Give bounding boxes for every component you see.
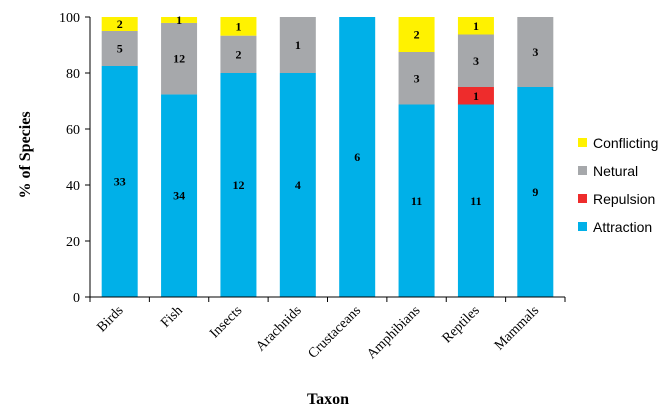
legend-swatch-attraction	[578, 222, 587, 231]
y-tick-label-100: 100	[59, 11, 80, 26]
legend-label-conflicting: Conflicting	[593, 135, 658, 151]
legend-swatch-repulsion	[578, 194, 587, 203]
x-tick-label-fish: Fish	[158, 303, 186, 331]
bar-crustaceans-attraction	[339, 17, 376, 297]
legend-swatch-conflicting	[578, 138, 587, 147]
data-label-amphibians-attraction: 11	[411, 194, 422, 208]
bar-insects-attraction	[220, 73, 257, 297]
x-tick-label-arachnids: Arachnids	[253, 303, 304, 354]
bar-insects-conflicting	[220, 17, 257, 36]
bar-reptiles-attraction	[457, 104, 494, 297]
data-label-mammals-netural: 3	[532, 45, 538, 59]
data-label-arachnids-netural: 1	[295, 38, 301, 52]
y-axis-title: % of Species	[17, 111, 34, 198]
data-label-arachnids-attraction: 4	[295, 178, 301, 192]
x-tick-label-reptiles: Reptiles	[440, 303, 483, 346]
legend: Conflicting Netural Repulsion Attraction	[578, 135, 658, 235]
data-label-insects-attraction: 12	[232, 178, 244, 192]
y-tick-label-0: 0	[73, 291, 80, 306]
data-label-fish-conflicting: 1	[176, 13, 182, 27]
data-label-crustaceans-attraction: 6	[354, 150, 360, 164]
data-label-insects-conflicting: 1	[235, 19, 241, 33]
x-tick-label-mammals: Mammals	[492, 303, 542, 353]
bar-birds-conflicting	[101, 17, 138, 31]
x-axis: Birds Fish Insects Arachnids Crustaceans Amph…	[89, 296, 566, 362]
data-label-reptiles-attraction: 11	[470, 194, 481, 208]
y-tick-label-80: 80	[66, 67, 80, 82]
x-tick-label-birds: Birds	[94, 303, 126, 335]
data-label-fish-attraction: 34	[173, 189, 185, 203]
data-label-reptiles-netural: 3	[473, 54, 479, 68]
data-label-fish-netural: 12	[173, 52, 185, 66]
bar-arachnids-netural	[279, 17, 316, 73]
data-label-birds-netural: 5	[117, 42, 123, 56]
bar-reptiles-netural	[457, 34, 494, 87]
y-axis: 0 20 40 60 80 100	[59, 11, 91, 306]
bar-insects-netural	[220, 35, 257, 73]
bar-amphibians-netural	[398, 52, 435, 105]
y-tick-label-20: 20	[66, 235, 80, 250]
data-label-reptiles-repulsion: 1	[473, 89, 479, 103]
bar-mammals-attraction	[517, 87, 554, 297]
bar-reptiles-conflicting	[457, 17, 494, 35]
legend-label-attraction: Attraction	[593, 219, 652, 235]
x-tick-label-insects: Insects	[207, 303, 245, 341]
bar-mammals-netural	[517, 17, 554, 87]
bar-fish-attraction	[161, 94, 198, 297]
x-tick-label-amphibians: Amphibians	[364, 303, 423, 362]
x-axis-title: Taxon	[307, 391, 349, 408]
data-label-insects-netural: 2	[235, 47, 241, 61]
bar-arachnids-attraction	[279, 73, 316, 297]
bar-fish-netural	[161, 22, 198, 95]
data-label-birds-conflicting: 2	[117, 17, 123, 31]
data-label-reptiles-conflicting: 1	[473, 19, 479, 33]
bar-birds-attraction	[101, 66, 138, 297]
legend-swatch-netural	[578, 166, 587, 175]
data-label-mammals-attraction: 9	[532, 185, 538, 199]
legend-label-netural: Netural	[593, 163, 638, 179]
bar-birds-netural	[101, 31, 138, 66]
bar-amphibians-conflicting	[398, 17, 435, 52]
legend-label-repulsion: Repulsion	[593, 191, 655, 207]
y-tick-label-60: 60	[66, 123, 80, 138]
data-label-amphibians-netural: 3	[414, 71, 420, 85]
y-tick-label-40: 40	[66, 179, 80, 194]
bar-amphibians-attraction	[398, 104, 435, 297]
data-label-amphibians-conflicting: 2	[414, 28, 420, 42]
data-label-birds-attraction: 33	[114, 175, 126, 189]
bar-reptiles-repulsion	[457, 87, 494, 105]
bar-fish-conflicting	[161, 17, 198, 23]
x-tick-label-crustaceans: Crustaceans	[306, 303, 364, 361]
